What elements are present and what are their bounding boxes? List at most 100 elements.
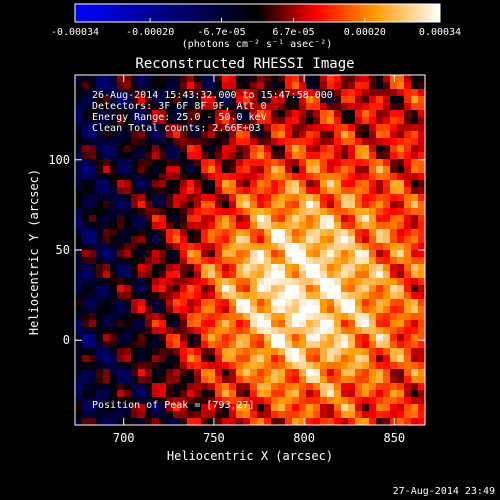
heatmap-cell [299, 327, 307, 335]
heatmap-cell [397, 173, 405, 181]
heatmap-cell [292, 180, 300, 188]
heatmap-cell [264, 327, 272, 335]
heatmap-cell [271, 327, 279, 335]
heatmap-cell [89, 320, 97, 328]
heatmap-cell [131, 138, 139, 146]
heatmap-cell [250, 285, 258, 293]
heatmap-cell [103, 376, 111, 384]
heatmap-cell [418, 103, 426, 111]
heatmap-cell [348, 131, 356, 139]
colorbar-tick-label: 0.00034 [419, 27, 461, 38]
heatmap-cell [96, 180, 104, 188]
heatmap-cell [327, 110, 335, 118]
heatmap-cell [208, 341, 216, 349]
heatmap-cell [418, 320, 426, 328]
heatmap-cell [222, 229, 230, 237]
heatmap-cell [236, 159, 244, 167]
heatmap-cell [411, 355, 419, 363]
heatmap-cell [320, 103, 328, 111]
heatmap-cell [369, 124, 377, 132]
heatmap-cell [124, 89, 132, 97]
heatmap-cell [131, 229, 139, 237]
heatmap-cell [334, 306, 342, 314]
heatmap-cell [194, 187, 202, 195]
heatmap-cell [299, 215, 307, 223]
heatmap-cell [208, 278, 216, 286]
heatmap-cell [96, 327, 104, 335]
heatmap-cell [138, 285, 146, 293]
heatmap-cell [376, 138, 384, 146]
heatmap-cell [110, 250, 118, 258]
heatmap-cell [418, 306, 426, 314]
heatmap-cell [103, 89, 111, 97]
heatmap-cell [89, 117, 97, 125]
heatmap-cell [334, 138, 342, 146]
heatmap-cell [75, 124, 83, 132]
heatmap-cell [187, 222, 195, 230]
heatmap-cell [299, 103, 307, 111]
heatmap-cell [369, 299, 377, 307]
heatmap-cell [320, 306, 328, 314]
heatmap-cell [292, 369, 300, 377]
heatmap-cell [75, 404, 83, 412]
heatmap-cell [89, 376, 97, 384]
heatmap-cell [285, 180, 293, 188]
heatmap-cell [208, 138, 216, 146]
heatmap-cell [236, 138, 244, 146]
heatmap-cell [229, 355, 237, 363]
heatmap-cell [138, 89, 146, 97]
heatmap-cell [152, 180, 160, 188]
heatmap-cell [229, 390, 237, 398]
heatmap-cell [187, 208, 195, 216]
heatmap-cell [194, 278, 202, 286]
heatmap-cell [166, 334, 174, 342]
heatmap-cell [313, 180, 321, 188]
heatmap-cell [299, 285, 307, 293]
heatmap-cell [243, 131, 251, 139]
heatmap-cell [271, 75, 279, 83]
heatmap-cell [369, 96, 377, 104]
heatmap-cell [257, 327, 265, 335]
heatmap-cell [124, 397, 132, 405]
heatmap-cell [250, 383, 258, 391]
heatmap-cell [320, 243, 328, 251]
heatmap-cell [124, 369, 132, 377]
heatmap-cell [236, 383, 244, 391]
heatmap-cell [341, 222, 349, 230]
heatmap-cell [404, 180, 412, 188]
heatmap-cell [82, 397, 90, 405]
heatmap-cell [404, 411, 412, 419]
heatmap-cell [355, 278, 363, 286]
heatmap-cell [229, 348, 237, 356]
heatmap-cell [285, 194, 293, 202]
heatmap-cell [369, 194, 377, 202]
heatmap-cell [222, 166, 230, 174]
heatmap-cell [201, 250, 209, 258]
heatmap-cell [376, 278, 384, 286]
heatmap-cell [75, 222, 83, 230]
heatmap-cell [75, 320, 83, 328]
heatmap-cell [292, 173, 300, 181]
heatmap-cell [138, 369, 146, 377]
heatmap-cell [390, 145, 398, 153]
heatmap-cell [138, 404, 146, 412]
x-tick-label: 750 [203, 431, 225, 445]
heatmap-cell [89, 278, 97, 286]
heatmap-cell [159, 257, 167, 265]
heatmap-cell [362, 145, 370, 153]
heatmap-cell [313, 152, 321, 160]
heatmap-cell [278, 327, 286, 335]
heatmap-cell [250, 369, 258, 377]
heatmap-cell [397, 306, 405, 314]
heatmap-cell [89, 411, 97, 419]
heatmap-cell [271, 243, 279, 251]
heatmap-cell [292, 243, 300, 251]
heatmap-cell [376, 250, 384, 258]
heatmap-cell [173, 243, 181, 251]
heatmap-cell [82, 313, 90, 321]
heatmap-cell [355, 201, 363, 209]
heatmap-cell [152, 103, 160, 111]
heatmap-cell [194, 75, 202, 83]
heatmap-cell [75, 418, 83, 426]
heatmap-cell [355, 173, 363, 181]
